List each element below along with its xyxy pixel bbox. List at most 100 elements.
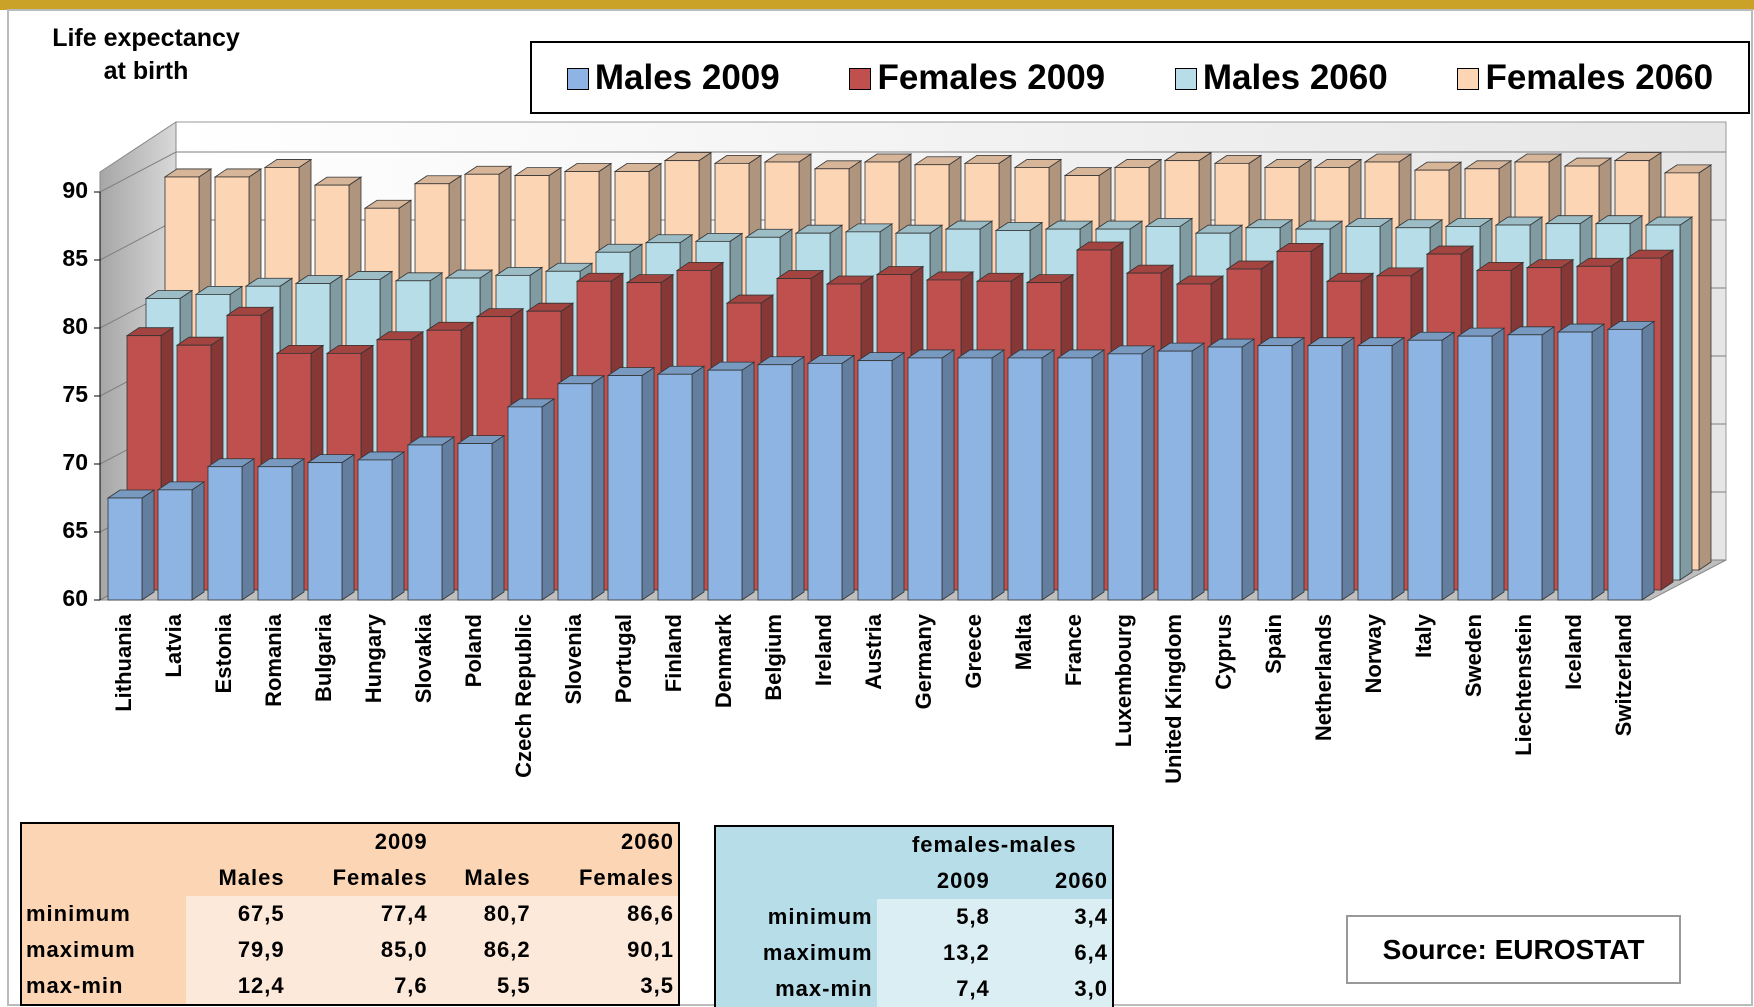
bar-side	[1591, 323, 1605, 601]
table-row: minimum 5,8 3,4	[715, 899, 1113, 935]
bar-side	[891, 351, 905, 601]
bar	[457, 443, 493, 601]
bar-side	[1141, 345, 1155, 601]
x-tick-label: Greece	[961, 614, 986, 689]
cell	[21, 860, 186, 896]
bar	[1357, 345, 1393, 601]
year-header: 2009	[374, 829, 428, 854]
header-row: 2009 2060	[21, 823, 679, 860]
sex-header: Males	[464, 865, 531, 890]
y-tick-label: 85	[62, 245, 88, 271]
legend-item: Males 2060	[1174, 58, 1388, 98]
table-title: females-males	[911, 832, 1077, 857]
legend-swatch	[566, 68, 589, 91]
y-tick-label: 75	[62, 381, 88, 407]
bar	[1407, 339, 1443, 601]
bar-side	[841, 354, 855, 601]
table-row: minimum 67,5 77,4 80,7 86,6	[21, 896, 679, 932]
x-tick-label: Iceland	[1561, 614, 1586, 690]
bar	[1307, 345, 1343, 601]
bar-side	[1641, 320, 1655, 601]
grid-line	[99, 151, 1726, 193]
bar	[1557, 331, 1593, 601]
value-cell: 7,4	[876, 971, 994, 1007]
x-tick-label: Poland	[461, 614, 486, 687]
legend-label: Females 2060	[1485, 57, 1714, 97]
bar	[607, 375, 643, 601]
cell	[21, 823, 186, 860]
year-header: 2009	[936, 868, 990, 893]
bar	[557, 383, 593, 601]
bar	[657, 373, 693, 601]
x-tick-label: Sweden	[1461, 614, 1486, 697]
bar	[907, 357, 943, 601]
legend-swatch	[1174, 68, 1197, 91]
x-tick-label: Netherlands	[1311, 614, 1336, 741]
bar	[357, 459, 393, 601]
bar-side	[691, 365, 705, 601]
bar-side	[491, 434, 505, 601]
value-cell: 6,4	[993, 935, 1113, 971]
stats-table: 2009 2060 Males Females Males Females minimum 6…	[20, 822, 680, 1006]
bar	[1057, 357, 1093, 601]
bar-side	[641, 366, 655, 601]
bar-side	[741, 361, 755, 601]
value-cell: 5,5	[431, 968, 535, 1005]
value-cell: 3,5	[534, 968, 679, 1005]
legend-swatch	[849, 68, 872, 91]
bar	[107, 497, 143, 601]
row-label: max-min	[775, 976, 873, 1001]
x-tick-label: Slovakia	[411, 613, 436, 703]
legend-swatch	[1457, 68, 1480, 91]
bar	[207, 466, 243, 601]
value-cell: 12,4	[185, 968, 289, 1005]
legend: Males 2009 Females 2009 Males 2060 Females …	[530, 41, 1750, 114]
value-cell: 67,5	[185, 896, 289, 932]
bar-side	[991, 349, 1005, 601]
y-axis-label: Life expectancy at birth	[52, 24, 240, 85]
legend-item: Females 2060	[1457, 58, 1713, 98]
bar-side	[541, 398, 555, 601]
bar	[857, 360, 893, 601]
value-cell: 3,4	[993, 899, 1113, 935]
x-tick-label: Liechtenstein	[1511, 614, 1536, 756]
bar-side	[591, 375, 605, 601]
x-tick-label: Latvia	[161, 613, 186, 677]
bar-side	[441, 436, 455, 601]
bar	[157, 489, 193, 601]
x-tick-label: Finland	[661, 614, 686, 692]
x-tick-label: Hungary	[361, 613, 386, 703]
bar-side	[241, 457, 255, 601]
bar-side	[191, 481, 205, 601]
header-row: 2009 2060	[715, 863, 1113, 899]
bar	[1257, 345, 1293, 601]
row-label: maximum	[26, 937, 136, 962]
x-tick-label: Lithuania	[111, 613, 136, 712]
bar-side	[1660, 249, 1674, 591]
bar	[1507, 334, 1543, 601]
cell	[715, 826, 877, 863]
x-tick-label: Germany	[911, 613, 936, 709]
bar	[407, 444, 443, 601]
table-row: maximum 13,2 6,4	[715, 935, 1113, 971]
x-tick-label: Estonia	[211, 613, 236, 693]
bar	[957, 357, 993, 601]
year-header: 2060	[621, 829, 674, 854]
row-label: minimum	[26, 901, 131, 926]
bar-side	[791, 355, 805, 601]
bar-side	[1491, 327, 1505, 601]
bar-side	[341, 453, 355, 601]
header-row: females-males	[715, 826, 1113, 863]
bar	[507, 406, 543, 601]
x-tick-label: Portugal	[611, 614, 636, 703]
x-tick-label: Switzerland	[1611, 614, 1636, 736]
x-tick-label: Malta	[1011, 613, 1036, 670]
table-row: max-min 7,4 3,0	[715, 971, 1113, 1007]
table-row: maximum 79,9 85,0 86,2 90,1	[21, 932, 679, 968]
x-tick-label: Italy	[1411, 613, 1436, 658]
bar	[1457, 335, 1493, 601]
value-cell: 90,1	[534, 932, 679, 968]
